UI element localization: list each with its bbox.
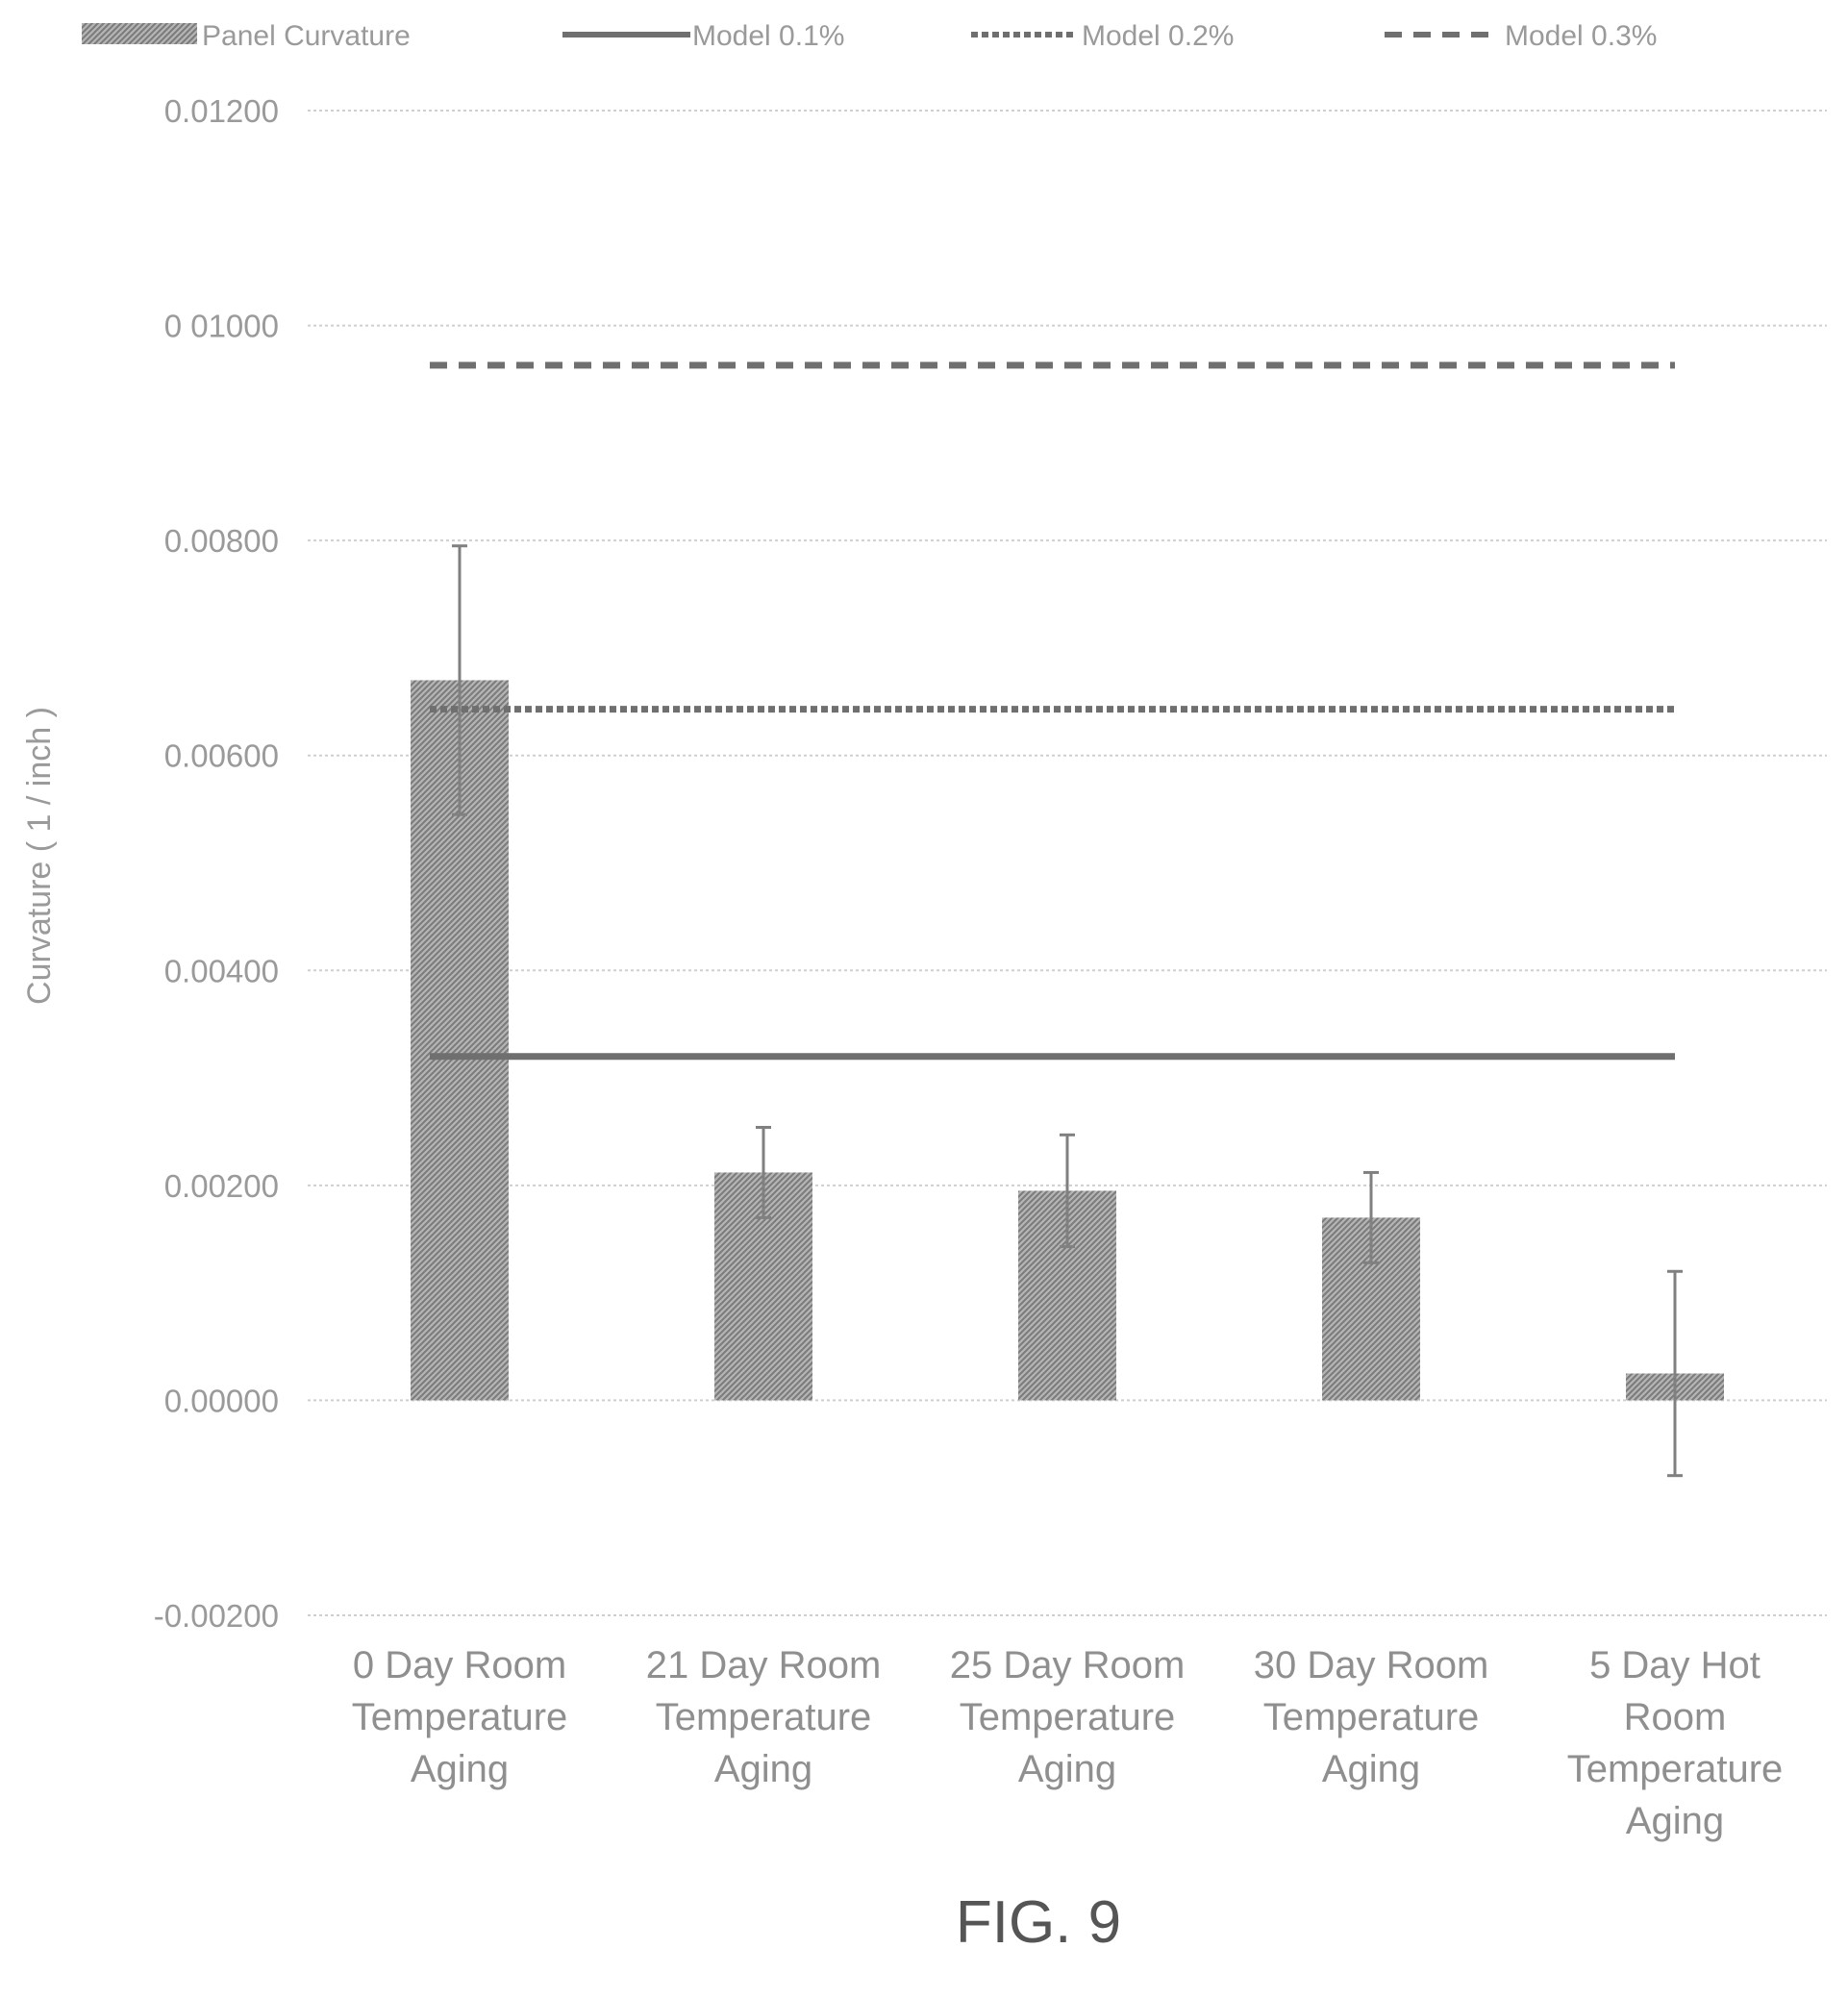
x-category-label-line: Aging: [1322, 1748, 1420, 1790]
x-category-label: 0 Day Room Temperature Aging: [352, 1644, 568, 1790]
error-bar: [1363, 1170, 1379, 1264]
x-axis-labels: 0 Day Room Temperature Aging 21 Day Room Tem…: [352, 1644, 1784, 1842]
legend-label-model-0-2: Model 0.2%: [1082, 20, 1234, 52]
error-bar: [756, 1125, 771, 1219]
legend-item-model-0-2: Model 0.2%: [971, 20, 1234, 52]
legend-item-model-0-3: Model 0.3%: [1385, 20, 1657, 52]
x-category-label-line: 30 Day Room: [1254, 1644, 1489, 1686]
model-lines: [430, 362, 1675, 1061]
x-category-label-line: 0 Day Room: [353, 1644, 566, 1686]
error-bar: [1060, 1133, 1075, 1249]
y-tick-label: 0.00400: [164, 953, 279, 988]
y-axis-ticks: -0.00200 0.00000 0.00200 0.00400 0.00600 0.00…: [154, 93, 279, 1634]
x-category-label-line: Aging: [1018, 1748, 1116, 1790]
legend-item-panel-curvature: Panel Curvature: [82, 20, 411, 52]
x-category-label-line: Aging: [411, 1748, 509, 1790]
figure-label: FIG. 9: [956, 1889, 1121, 1956]
legend: Panel Curvature Model 0.1% Model 0.2% Mo…: [82, 20, 1657, 52]
x-category-label-line: Temperature: [1263, 1696, 1480, 1738]
legend-swatch-panel-curvature: [82, 23, 197, 44]
x-category-label-line: Aging: [1626, 1800, 1724, 1842]
x-category-label-line: Room: [1624, 1696, 1727, 1738]
x-category-label: 21 Day Room Temperature Aging: [646, 1644, 882, 1790]
x-category-label-line: Aging: [714, 1748, 812, 1790]
bars: [411, 680, 1724, 1401]
y-axis-title: Curvature ( 1 / inch ): [21, 707, 58, 1005]
legend-label-model-0-3: Model 0.3%: [1505, 20, 1657, 52]
x-category-label: 5 Day Hot Room Temperature Aging: [1567, 1644, 1784, 1842]
y-tick-label: 0.01200: [164, 93, 279, 129]
x-category-label-line: 5 Day Hot: [1589, 1644, 1761, 1686]
x-category-label-line: Temperature: [352, 1696, 568, 1738]
legend-label-panel-curvature: Panel Curvature: [202, 20, 411, 52]
legend-item-model-0-1: Model 0.1%: [562, 20, 844, 52]
legend-label-model-0-1: Model 0.1%: [692, 20, 844, 52]
y-tick-label: 0.00800: [164, 523, 279, 559]
y-tick-label: 0.00200: [164, 1168, 279, 1204]
error-bar: [452, 544, 467, 816]
y-tick-label: -0.00200: [154, 1598, 279, 1634]
error-bar: [1667, 1269, 1683, 1478]
x-category-label-line: Temperature: [1567, 1748, 1784, 1790]
error-bars: [452, 544, 1683, 1478]
x-category-label: 30 Day Room Temperature Aging: [1254, 1644, 1489, 1790]
gridlines: [308, 110, 1827, 1616]
x-category-label-line: Temperature: [656, 1696, 872, 1738]
y-tick-label: 0 01000: [164, 309, 279, 344]
x-category-label-line: 25 Day Room: [950, 1644, 1186, 1686]
x-category-label-line: 21 Day Room: [646, 1644, 882, 1686]
y-tick-label: 0.00600: [164, 738, 279, 774]
y-tick-label: 0.00000: [164, 1383, 279, 1418]
x-category-label: 25 Day Room Temperature Aging: [950, 1644, 1186, 1790]
x-category-label-line: Temperature: [960, 1696, 1176, 1738]
